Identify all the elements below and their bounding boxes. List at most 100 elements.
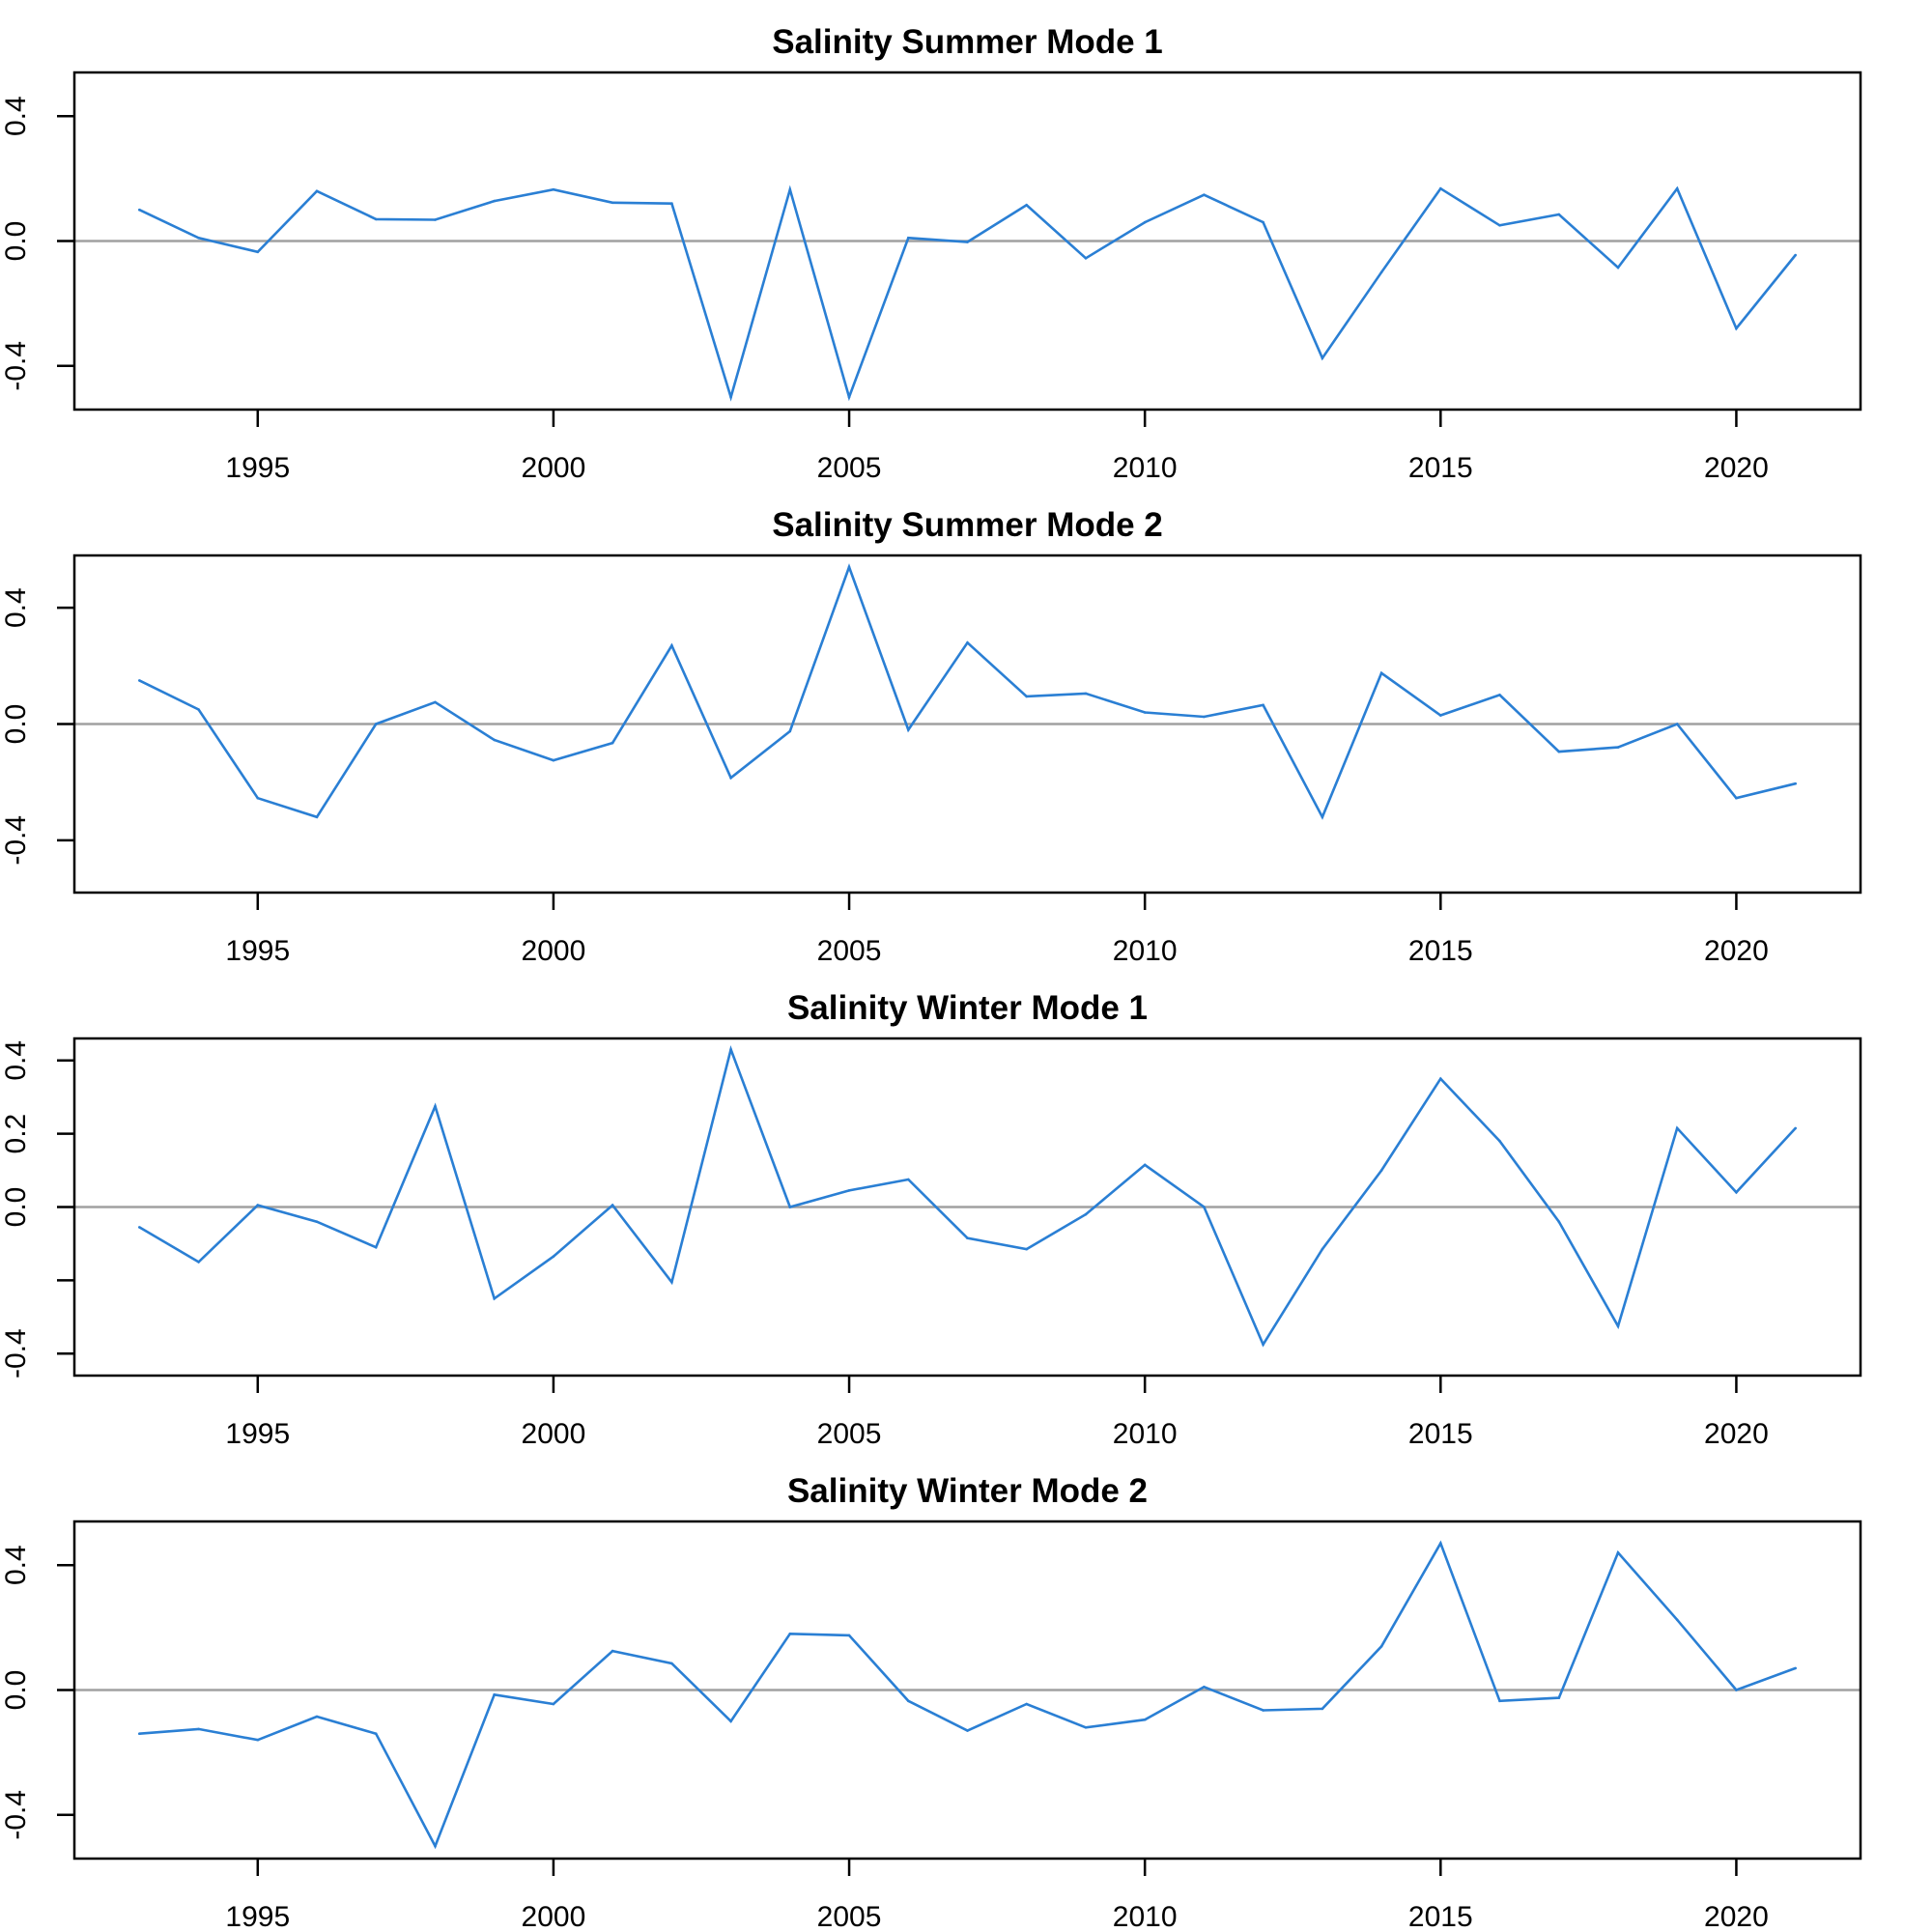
data-point bbox=[1735, 1191, 1738, 1194]
data-point bbox=[1616, 1551, 1620, 1554]
chart-title: Salinity Winter Mode 1 bbox=[787, 989, 1148, 1027]
data-point bbox=[1025, 695, 1028, 698]
data-point bbox=[670, 1281, 673, 1284]
data-point bbox=[315, 189, 319, 193]
chart-panel-2: Salinity Summer Mode 2 1995 2000 2005 2010 20… bbox=[0, 506, 1862, 967]
data-point bbox=[729, 1719, 732, 1723]
data-point bbox=[138, 208, 141, 212]
x-tick-label: 2010 bbox=[1113, 1901, 1178, 1932]
y-tick-label: -0.4 bbox=[0, 815, 32, 866]
data-point bbox=[552, 187, 555, 191]
data-point bbox=[1616, 1324, 1620, 1328]
x-tick-label: 2020 bbox=[1704, 452, 1769, 484]
x-tick-label: 2005 bbox=[817, 452, 882, 484]
data-point bbox=[1675, 1126, 1679, 1130]
data-point bbox=[907, 1178, 910, 1181]
data-point bbox=[256, 1204, 260, 1207]
data-point bbox=[138, 1732, 141, 1735]
y-tick-label: 0.4 bbox=[0, 1545, 32, 1585]
x-tick-label: 2000 bbox=[522, 452, 586, 484]
data-point bbox=[1794, 1126, 1797, 1130]
data-point bbox=[493, 199, 496, 203]
data-point bbox=[1143, 220, 1147, 224]
data-point bbox=[1379, 1169, 1383, 1172]
data-point bbox=[1498, 694, 1501, 696]
data-point bbox=[493, 1693, 496, 1696]
x-tick-label: 2000 bbox=[522, 1418, 586, 1450]
data-point bbox=[847, 395, 851, 399]
data-point bbox=[1321, 815, 1324, 819]
x-tick-label: 2020 bbox=[1704, 935, 1769, 967]
data-point bbox=[256, 250, 260, 254]
data-point bbox=[1321, 356, 1324, 360]
data-point bbox=[1025, 1702, 1028, 1706]
chart-title: Salinity Summer Mode 1 bbox=[772, 23, 1163, 61]
data-point bbox=[1439, 186, 1442, 190]
data-point bbox=[1379, 270, 1383, 274]
x-tick-label: 2005 bbox=[817, 935, 882, 967]
x-tick-label: 2015 bbox=[1408, 1418, 1473, 1450]
data-point bbox=[670, 1662, 673, 1665]
data-point bbox=[138, 679, 141, 682]
data-point bbox=[1084, 1212, 1088, 1216]
data-point bbox=[788, 1633, 792, 1635]
data-point bbox=[1262, 1709, 1264, 1712]
data-point bbox=[1557, 1220, 1561, 1223]
data-point bbox=[966, 641, 969, 644]
data-point bbox=[1143, 1718, 1147, 1721]
data-point bbox=[197, 1727, 200, 1731]
data-point bbox=[197, 708, 200, 711]
data-point bbox=[1498, 224, 1501, 227]
x-tick-label: 2015 bbox=[1408, 1901, 1473, 1932]
data-point bbox=[788, 187, 792, 191]
data-point bbox=[493, 1297, 496, 1300]
x-tick-label: 2015 bbox=[1408, 452, 1473, 484]
data-point bbox=[729, 1048, 732, 1051]
x-tick-label: 2010 bbox=[1113, 452, 1178, 484]
data-point bbox=[1025, 1247, 1028, 1251]
data-point bbox=[907, 1699, 910, 1703]
data-point bbox=[1557, 213, 1561, 216]
x-tick-label: 2005 bbox=[817, 1901, 882, 1932]
data-point bbox=[729, 395, 732, 399]
data-point bbox=[966, 241, 969, 243]
data-point bbox=[256, 796, 260, 800]
data-point bbox=[1203, 1686, 1206, 1689]
data-point bbox=[966, 1236, 969, 1239]
data-point bbox=[1439, 714, 1442, 717]
chart-title: Salinity Winter Mode 2 bbox=[787, 1472, 1148, 1510]
data-point bbox=[1498, 1139, 1501, 1143]
data-point bbox=[1203, 1206, 1206, 1208]
chart-panel-4: Salinity Winter Mode 2 1995 2000 2005 2010 20… bbox=[0, 1472, 1862, 1932]
x-tick-label: 1995 bbox=[225, 935, 290, 967]
data-point bbox=[611, 201, 614, 205]
data-point bbox=[197, 237, 200, 240]
series-line bbox=[139, 1540, 1797, 1850]
data-point bbox=[670, 644, 673, 647]
y-tick-label: -0.4 bbox=[0, 341, 32, 391]
data-point bbox=[1262, 220, 1264, 224]
x-tick-label: 2010 bbox=[1113, 935, 1178, 967]
data-point bbox=[1439, 1542, 1442, 1545]
data-point bbox=[1794, 781, 1797, 785]
chart-panel-1: Salinity Summer Mode 1 1995 2000 2005 2010 20… bbox=[0, 23, 1862, 484]
data-point bbox=[1735, 796, 1738, 800]
data-point bbox=[315, 1715, 319, 1719]
data-point bbox=[611, 1649, 614, 1653]
data-point bbox=[374, 217, 378, 221]
data-point bbox=[1675, 186, 1679, 190]
series-line bbox=[138, 185, 1797, 402]
data-point bbox=[1084, 257, 1088, 260]
data-point bbox=[138, 1226, 141, 1229]
data-point bbox=[847, 1634, 851, 1637]
data-point bbox=[1203, 193, 1206, 196]
data-point bbox=[374, 1245, 378, 1249]
data-point bbox=[315, 1220, 319, 1223]
data-point bbox=[1084, 1726, 1088, 1729]
data-point bbox=[197, 1261, 200, 1264]
data-point bbox=[1735, 327, 1738, 330]
data-point bbox=[1025, 204, 1028, 207]
data-point bbox=[611, 1204, 614, 1207]
x-tick-label: 1995 bbox=[225, 1901, 290, 1932]
